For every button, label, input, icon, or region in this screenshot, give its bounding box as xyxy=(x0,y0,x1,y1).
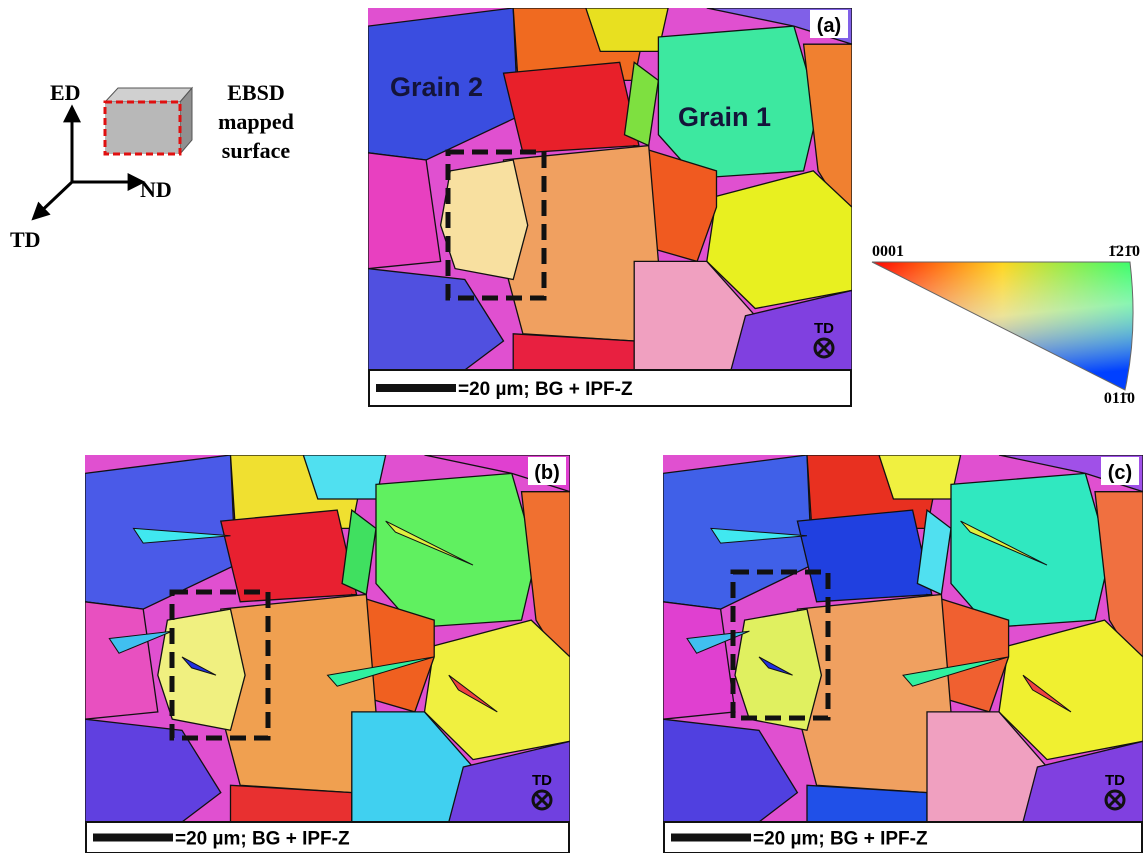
grain-map xyxy=(85,455,570,822)
grain xyxy=(376,473,536,627)
scale-bar-label: =20 µm; BG + IPF-Z xyxy=(175,829,350,850)
grain-label: Grain 1 xyxy=(678,102,771,132)
scale-bar-label: =20 µm; BG + IPF-Z xyxy=(753,829,928,850)
grain xyxy=(951,473,1109,627)
scale-bar xyxy=(93,834,173,842)
grain xyxy=(879,455,961,499)
panel-label: (c) xyxy=(1108,462,1132,484)
ipf-label: 0001 xyxy=(872,243,904,260)
direction-label: TD xyxy=(814,320,834,337)
direction-label: TD xyxy=(532,772,552,789)
axes-key: ED ND TD EBSD mapped surface xyxy=(10,80,294,252)
panel-label: (b) xyxy=(534,462,560,484)
surface-label: surface xyxy=(222,138,291,163)
scale-bar-label: =20 µm; BG + IPF-Z xyxy=(458,379,633,400)
page: {"axes_key": {"ed": "ED", "nd": "ND", "t… xyxy=(0,0,1145,853)
ipf-label: 011̄0 xyxy=(1104,390,1135,407)
surface-label: EBSD xyxy=(227,80,284,105)
figure: ED ND TD EBSD mapped surface 0001 1̄21̄0… xyxy=(0,0,1145,853)
grain-map xyxy=(368,8,852,370)
ipf-key: 0001 1̄21̄0 011̄0 xyxy=(872,243,1140,407)
axis-ed: ED xyxy=(50,80,81,105)
ebsd-panel: (a) TD =20 µm; BG + IPF-Z Grain 2 Grain 1 xyxy=(368,8,852,406)
scale-bar xyxy=(671,834,751,842)
direction-label: TD xyxy=(1105,772,1125,789)
grain xyxy=(797,510,931,602)
grain xyxy=(221,510,357,602)
grain xyxy=(441,160,528,280)
grain xyxy=(504,62,640,153)
scale-bar xyxy=(376,384,456,392)
axis-nd: ND xyxy=(140,177,172,202)
ebsd-panel: (c) TD =20 µm; BG + IPF-Z xyxy=(663,455,1143,853)
grain xyxy=(303,455,385,499)
ebsd-panel: (b) TD =20 µm; BG + IPF-Z xyxy=(85,455,570,853)
surface-label: mapped xyxy=(218,109,294,134)
grain xyxy=(586,8,668,51)
ipf-label: 1̄21̄0 xyxy=(1108,243,1140,260)
axis-td: TD xyxy=(10,227,41,252)
panel-label: (a) xyxy=(817,15,841,37)
grain-label: Grain 2 xyxy=(390,72,483,102)
